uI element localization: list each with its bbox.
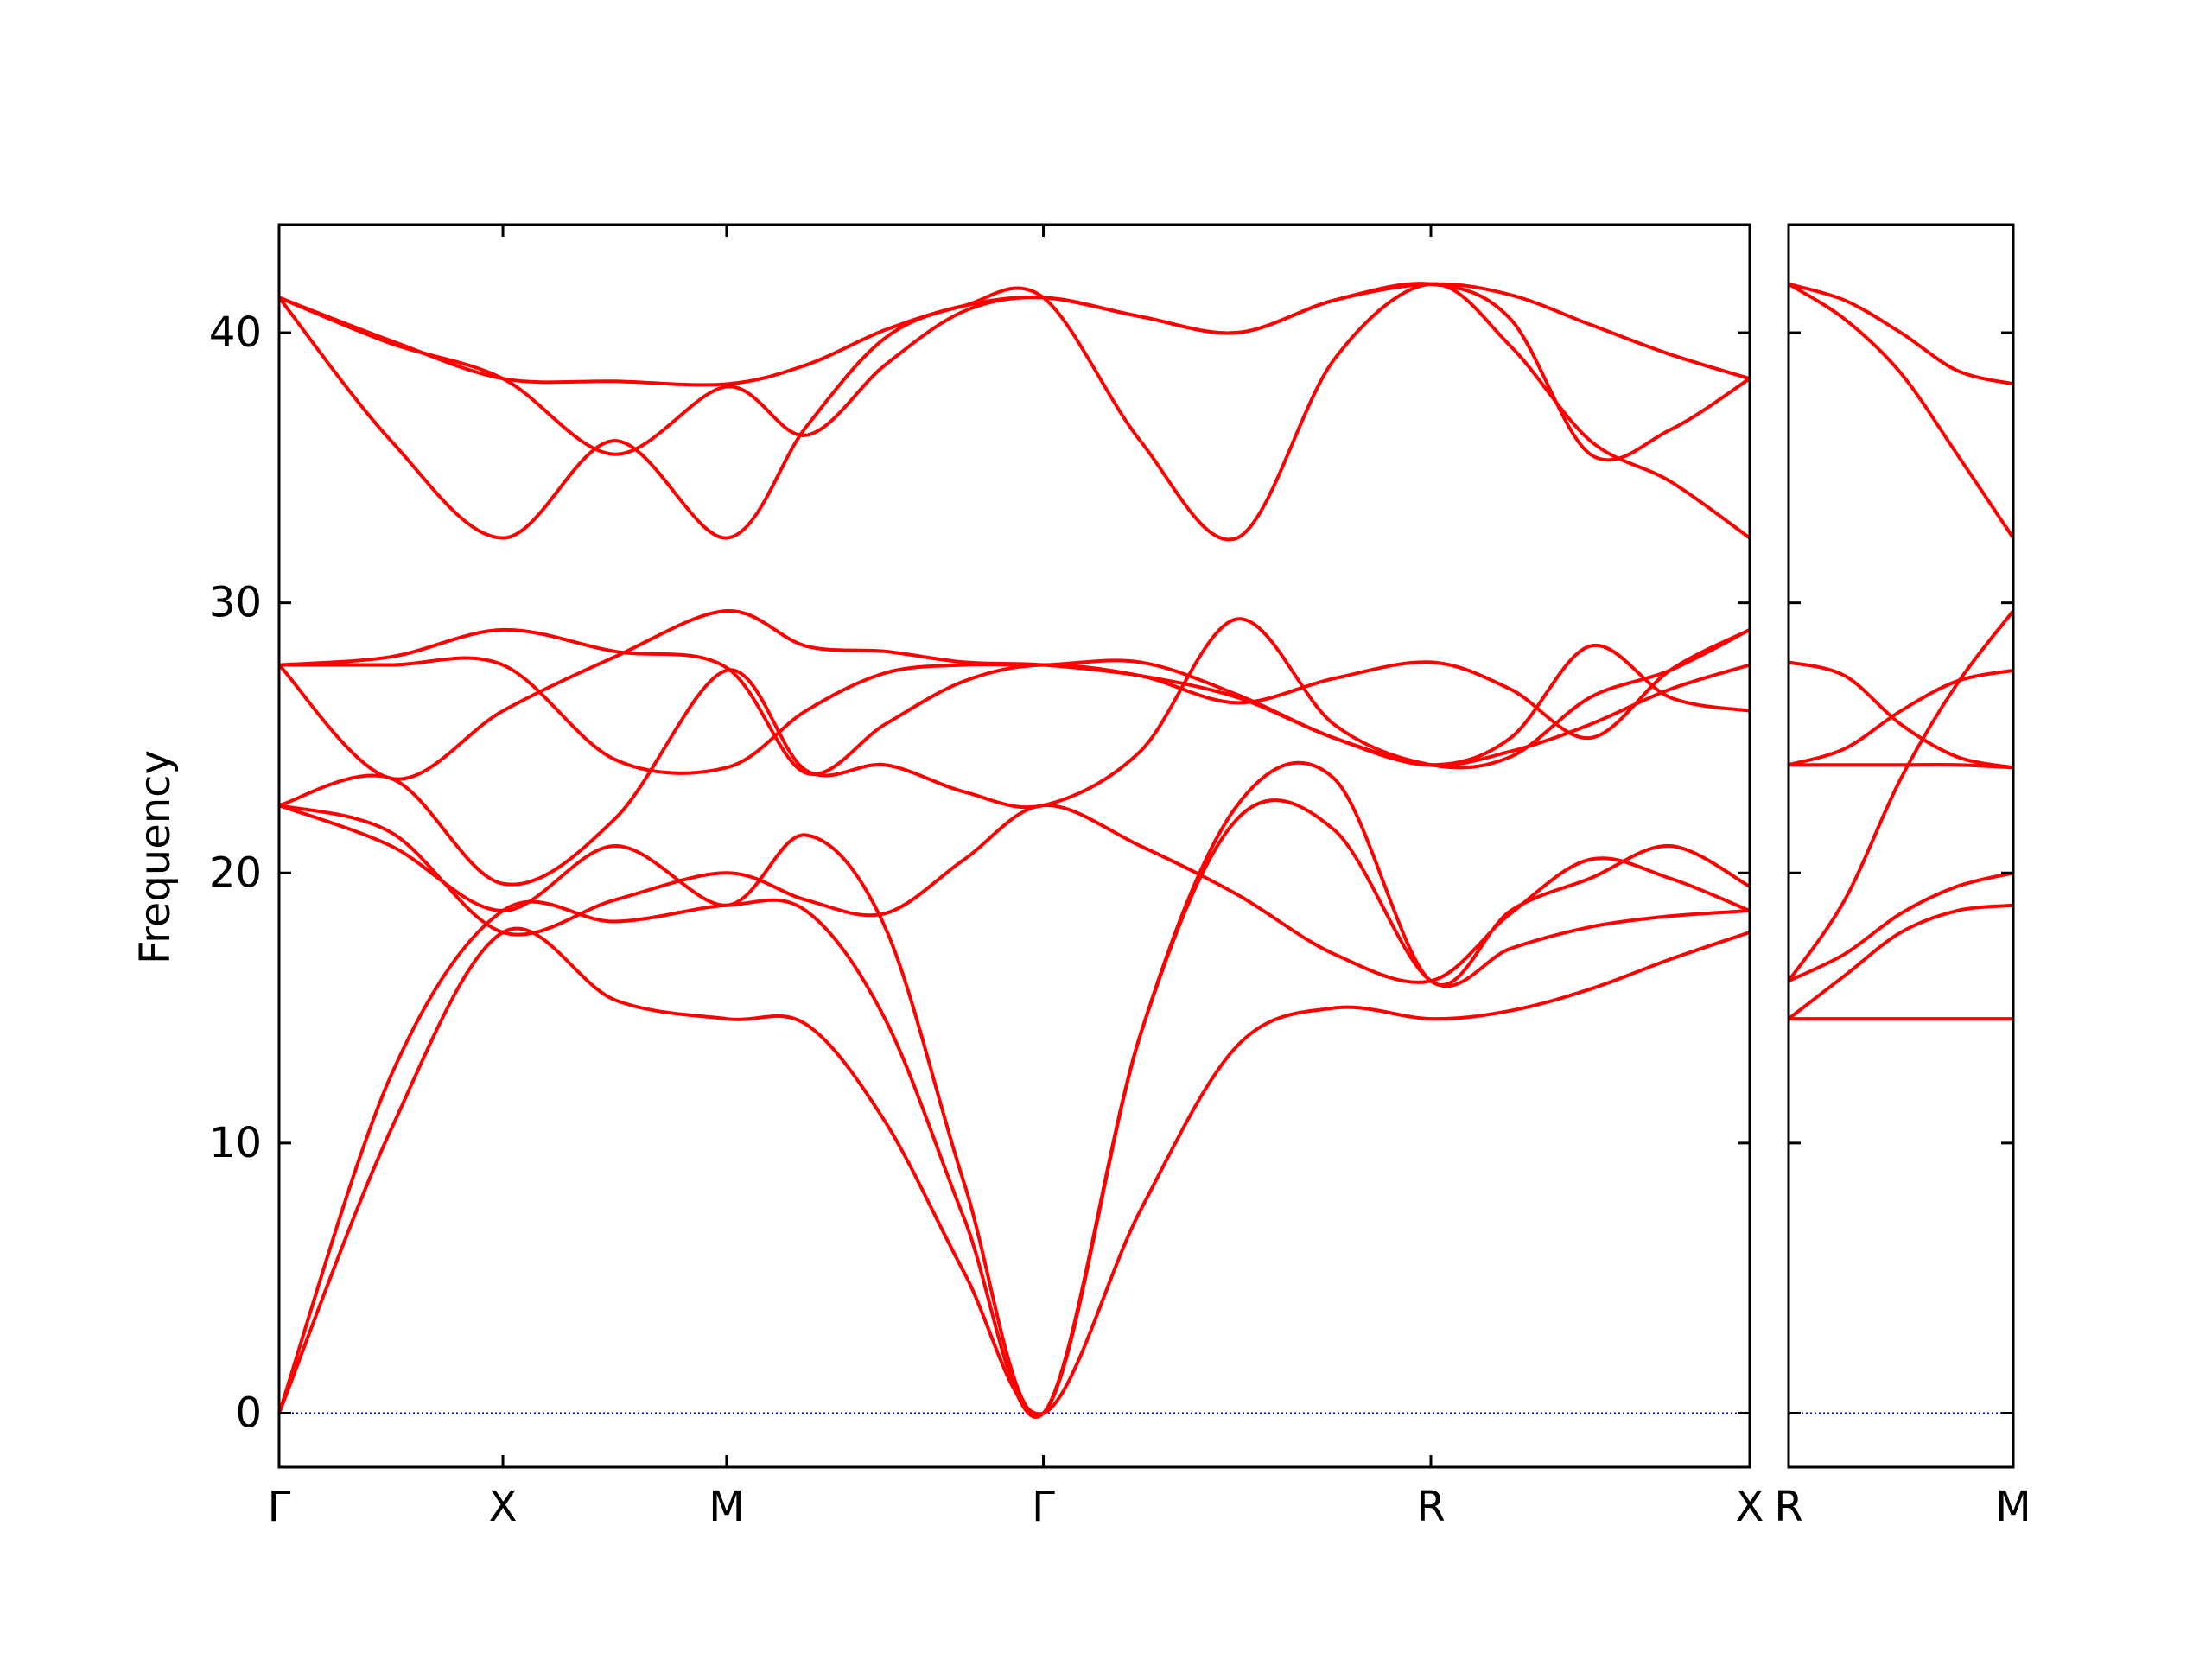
band-line-11 — [279, 282, 1750, 387]
y-tick-label: 0 — [235, 1389, 262, 1437]
band-line-3 — [279, 760, 1750, 1418]
band-line-1 — [279, 926, 1750, 1416]
band-line-5 — [1789, 762, 2013, 770]
x-tick-label: M — [1995, 1483, 2031, 1531]
band-line-9 — [279, 282, 1750, 542]
axes-frame — [277, 223, 1751, 1469]
axes-frame — [1787, 223, 2015, 1469]
x-tick-label: Γ — [268, 1483, 291, 1531]
band-line-8 — [1789, 282, 2013, 540]
band-line-2 — [1789, 903, 2013, 1021]
x-tick-label: X — [1736, 1483, 1764, 1531]
x-tick-label: X — [489, 1483, 518, 1531]
y-tick-label: 20 — [209, 849, 262, 897]
band-line-3 — [1789, 871, 2013, 983]
y-tick-label: 40 — [209, 308, 262, 357]
band-line-9 — [1789, 282, 2013, 386]
band-lines — [279, 282, 1750, 1419]
x-tick-label: R — [1774, 1483, 1802, 1531]
x-tick-label: M — [709, 1483, 744, 1531]
band-line-5 — [279, 617, 1750, 887]
y-tick-label: 10 — [209, 1119, 262, 1167]
band-line-6 — [279, 609, 1750, 781]
band-line-4 — [1789, 609, 2013, 983]
band-line-7 — [279, 627, 1750, 777]
x-tick-label: R — [1416, 1483, 1445, 1531]
band-line-8 — [279, 643, 1750, 775]
band-line-6 — [1789, 668, 2013, 767]
band-line-7 — [1789, 660, 2013, 770]
y-axis-label: Frequency — [131, 750, 180, 964]
x-tick-label: Γ — [1032, 1483, 1055, 1531]
main-panel: 0 10 20 30 40 Γ X M Γ R X — [209, 223, 1764, 1531]
y-tick-label: 30 — [209, 579, 262, 627]
band-line-4 — [279, 804, 1750, 984]
band-line-10 — [279, 282, 1750, 462]
band-line-2 — [279, 798, 1750, 1419]
band-lines — [1789, 282, 2013, 1021]
